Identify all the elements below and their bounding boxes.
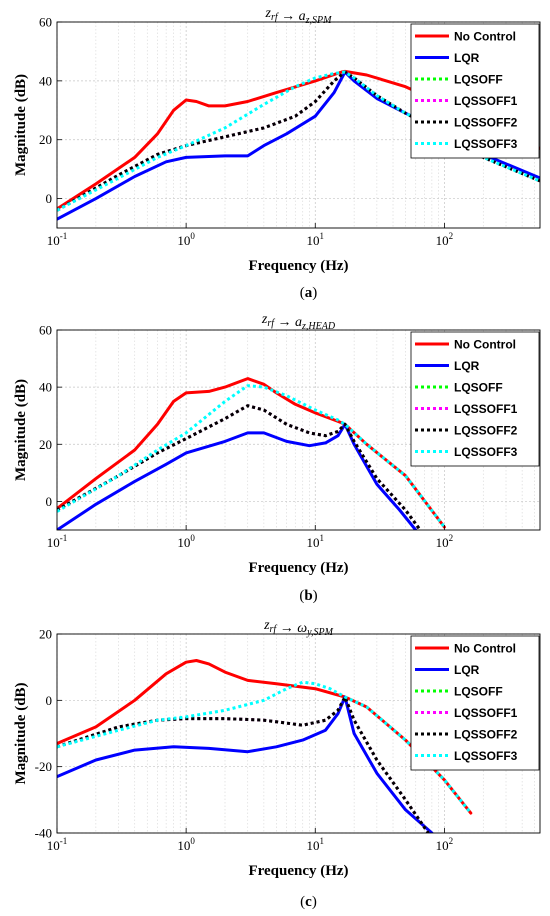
x-tick-label: 100: [177, 533, 195, 550]
legend-entry: No Control: [454, 338, 516, 352]
legend-entry: LQSOFF: [454, 73, 503, 87]
y-tick-label: 60: [39, 15, 52, 30]
legend-entry: LQSSOFF3: [454, 445, 518, 459]
legend-box: [410, 635, 540, 771]
y-tick-label: 40: [39, 73, 52, 88]
legend-entry: LQSOFF: [454, 685, 503, 699]
y-tick-label: 40: [39, 380, 52, 395]
series-group: [57, 377, 446, 530]
series-line-lqssoff2: [57, 404, 422, 530]
y-tick-label: 60: [39, 323, 52, 338]
series-line-no-control: [57, 69, 540, 211]
legend-entry: LQSSOFF3: [454, 749, 518, 763]
y-tick-label: -40: [35, 826, 52, 841]
y-tick-label: 0: [46, 693, 53, 708]
x-tick-label: 10-1: [47, 836, 68, 853]
x-axis-label: Frequency (Hz): [248, 258, 348, 274]
chart-a: 10-1 100 101 102 0 20 40 60 Frequency (Hz) Magnit…: [13, 6, 541, 301]
axes-box: [56, 633, 541, 834]
series-group: [57, 659, 473, 833]
chart-b: 10-1 100 101 102 0 20 40 60 Frequency (Hz) Magnit…: [13, 312, 541, 604]
chart-title: zrf → az,SPM: [265, 6, 333, 26]
axes-box: [56, 329, 541, 531]
legend-entry: LQSSOFF1: [454, 94, 518, 108]
y-axis-label: Magnitude (dB): [13, 379, 29, 481]
x-axis-label: Frequency (Hz): [248, 560, 348, 576]
panel-caption: (c): [300, 894, 317, 910]
legend-entry: LQSSOFF1: [454, 706, 518, 720]
series-line-lqr: [57, 422, 418, 530]
series-line-no-control: [57, 377, 446, 529]
y-tick-label: 0: [46, 494, 53, 509]
legend-entry: LQR: [454, 359, 480, 373]
x-tick-label: 102: [436, 231, 454, 248]
legend-entry: No Control: [454, 30, 516, 44]
legend-entry: LQSSOFF2: [454, 424, 518, 438]
legend-entry: No Control: [454, 642, 516, 656]
legend-entry: LQSSOFF2: [454, 728, 518, 742]
chart-title: zrf → az,HEAD: [261, 312, 336, 332]
legend-entry: LQSSOFF3: [454, 137, 518, 151]
x-axis-label: Frequency (Hz): [248, 863, 348, 879]
y-tick-label: 20: [39, 132, 52, 147]
y-tick-label: 20: [39, 627, 52, 642]
panel-caption: (b): [299, 588, 317, 604]
y-tick-label: -20: [35, 759, 52, 774]
x-tick-label: 102: [436, 836, 454, 853]
x-tick-label: 101: [307, 231, 325, 248]
y-tick-label: 20: [39, 437, 52, 452]
legend: No Control LQR LQSOFF LQSSOFF1 LQSSOFF2 LQSSO…: [410, 635, 540, 771]
x-tick-label: 101: [307, 533, 325, 550]
chart-title: zrf → ωy,SPM: [263, 618, 334, 638]
x-tick-label: 100: [177, 231, 195, 248]
x-tick-label: 101: [307, 836, 325, 853]
panel-caption: (a): [300, 285, 318, 301]
legend-entry: LQSSOFF1: [454, 402, 518, 416]
chart-c: 10-1 100 101 102 -40 -20 0 20 Frequency (Hz) Magn…: [13, 618, 541, 910]
legend-entry: LQR: [454, 663, 480, 677]
series-line-lqr: [57, 695, 434, 833]
legend-box: [410, 23, 540, 159]
legend-entry: LQSOFF: [454, 381, 503, 395]
x-tick-label: 102: [436, 533, 454, 550]
x-tick-label: 100: [177, 836, 195, 853]
axes-box: [56, 21, 541, 229]
legend-entry: LQSSOFF2: [454, 116, 518, 130]
x-tick-label: 10-1: [47, 231, 68, 248]
legend-entry: LQR: [454, 51, 480, 65]
y-axis-label: Magnitude (dB): [13, 74, 29, 176]
legend-box: [410, 331, 540, 467]
y-axis-label: Magnitude (dB): [13, 682, 29, 784]
legend: No Control LQR LQSOFF LQSSOFF1 LQSSOFF2 LQSSO…: [410, 23, 540, 159]
legend: No Control LQR LQSOFF LQSSOFF1 LQSSOFF2 LQSSO…: [410, 331, 540, 467]
x-tick-label: 10-1: [47, 533, 68, 550]
y-tick-label: 0: [46, 191, 53, 206]
